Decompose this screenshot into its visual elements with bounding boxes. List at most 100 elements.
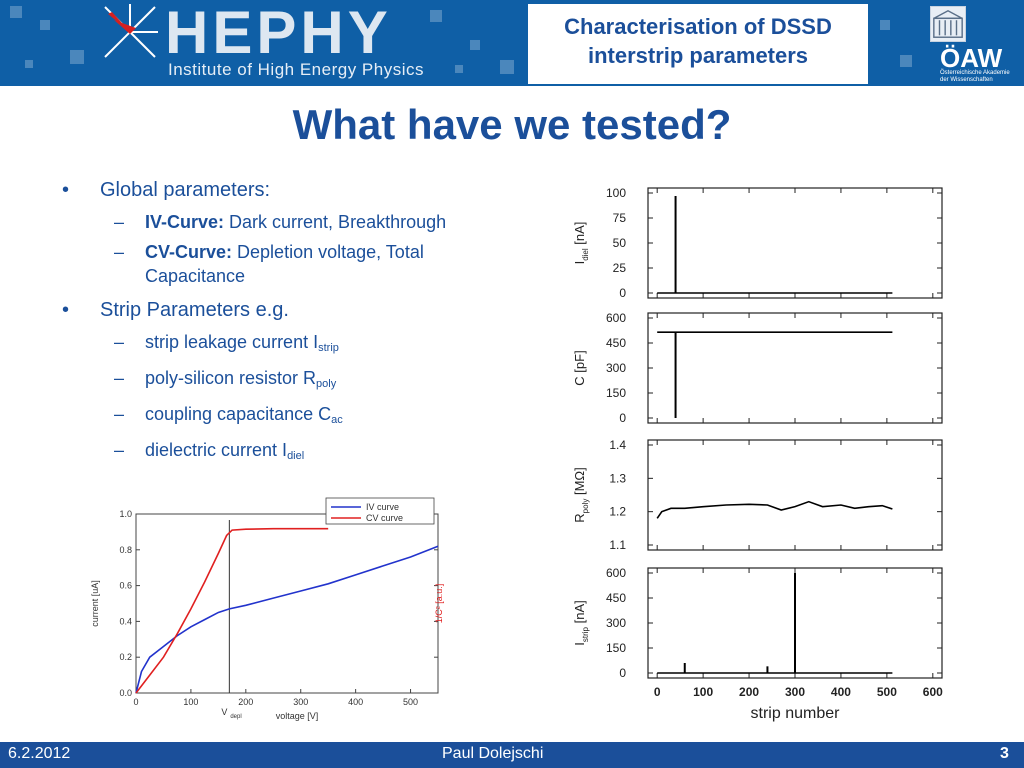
y-tick-label: 300 (606, 361, 626, 375)
bullet-cac-text: coupling capacitance C (145, 404, 332, 424)
bullet-cv-text: Depletion voltage, Total Capacitance (145, 242, 424, 286)
y-tick-label: 0.4 (119, 616, 132, 626)
footer-page-number: 3 (1000, 745, 1009, 762)
bullet-dot: • (62, 179, 70, 201)
iv-cv-chart: 0 100 200 300 400 500 0.0 0.2 0.4 0.6 0.8 1.0 V depl v… (90, 497, 444, 721)
y-tick-label: 1.2 (609, 505, 626, 519)
bullet-strip-text: Strip Parameters e.g. (100, 299, 289, 321)
y-tick-label: 150 (606, 386, 626, 400)
y-tick-label: 1.4 (609, 438, 626, 452)
panel-frame (647, 187, 943, 299)
y-tick-label: 0.2 (119, 652, 132, 662)
y-tick-label: 100 (606, 186, 626, 200)
bullet-cac: – coupling capacitance Cac (62, 402, 522, 432)
bullet-leakage: – strip leakage current Istrip (62, 330, 522, 360)
header-title-box (528, 4, 868, 84)
legend-box (325, 497, 435, 525)
bullet-dash: – (114, 212, 125, 232)
y-tick-label: 1.0 (119, 509, 132, 519)
footer-date: 6.2.2012 (8, 745, 71, 762)
bullet-leakage-sub: strip (318, 342, 339, 354)
hephy-logo-icon (100, 2, 160, 62)
bullet-dash: – (114, 332, 125, 352)
x-tick-label: 400 (831, 685, 851, 699)
y-tick-label: 0.6 (119, 581, 132, 591)
bullet-dash: – (114, 404, 125, 424)
y2-axis-label: 1/C² [a.u.] (434, 584, 444, 624)
hephy-logo-text: HEPHY (165, 0, 392, 66)
bullet-dash: – (114, 440, 125, 460)
y-tick-label: 25 (613, 261, 627, 275)
x-axis-label: strip number (751, 705, 841, 722)
panel-frame (647, 312, 943, 424)
x-tick-label: 200 (739, 685, 759, 699)
oaw-logo-subtitle: Österreichische Akademie der Wissenschaf… (940, 70, 1010, 83)
footer-bar: 6.2.2012 Paul Dolejschi 3 (0, 742, 1024, 768)
y-tick-label: 0 (619, 286, 626, 300)
y-tick-label: 300 (606, 616, 626, 630)
y-tick-label: 0 (619, 666, 626, 680)
bullet-iv-label: IV-Curve: (145, 212, 225, 232)
x-tick-label: 200 (238, 697, 253, 707)
panel-y-label: C [pF] (572, 350, 587, 385)
x-tick-label: 0 (133, 697, 138, 707)
x-tick-label: 500 (403, 697, 418, 707)
y-tick-label: 600 (606, 566, 626, 580)
bullet-dot: • (62, 299, 70, 321)
bullet-cv: – CV-Curve: Depletion voltage, Total Capa… (62, 240, 522, 288)
slide-title: What have we tested? (292, 101, 732, 148)
x-axis-label: voltage [V] (276, 711, 319, 721)
bullet-diel-sub: diel (287, 450, 305, 462)
y-axis-label: current [uA] (90, 580, 100, 627)
bullet-poly: – poly-silicon resistor Rpoly (62, 366, 522, 396)
bullet-diel-text: dielectric current I (145, 440, 288, 460)
panel-y-label: Rpoly [MΩ] (572, 467, 590, 522)
series-line-iv (135, 545, 439, 694)
header-title: Characterisation of DSSD interstrip para… (528, 12, 868, 70)
y-tick-label: 150 (606, 641, 626, 655)
bullet-list: • Global parameters: – IV-Curve: Dark curr… (62, 178, 522, 474)
bullet-cac-sub: ac (331, 414, 343, 426)
bullet-global-text: Global parameters: (100, 179, 271, 201)
x-tick-label: 300 (293, 697, 308, 707)
header-banner: HEPHY Institute of High Energy Physics (0, 0, 1024, 86)
bullet-dash: – (114, 368, 125, 388)
x-tick-label: 100 (693, 685, 713, 699)
bullet-poly-text: poly-silicon resistor R (145, 368, 317, 388)
panel-frame (647, 439, 943, 551)
footer-author: Paul Dolejschi (442, 745, 544, 762)
y-tick-label: 0.0 (119, 688, 132, 698)
y-tick-label: 1.1 (609, 538, 626, 552)
header-title-line1: Characterisation of DSSD (564, 14, 832, 39)
legend-label: IV curve (366, 502, 399, 512)
bullet-poly-sub: poly (316, 378, 337, 390)
y-tick-label: 600 (606, 311, 626, 325)
bullet-leakage-text: strip leakage current I (145, 332, 319, 352)
x-tick-label: 500 (877, 685, 897, 699)
banner-pattern (10, 6, 912, 74)
y-tick-label: 450 (606, 336, 626, 350)
y-tick-label: 1.3 (609, 471, 626, 485)
x-tick-label: 600 (923, 685, 943, 699)
series-line-cv (135, 527, 329, 694)
panel-y-label: Idiel [nA] (572, 222, 590, 265)
panel-y-label: Istrip [nA] (572, 600, 590, 646)
oaw-logo-text: ÖAW (940, 43, 1003, 73)
strip-parameter-chart: 100 75 50 25 0 Idiel [nA] 600 450 300 150 0 C [pF] 1… (572, 186, 943, 722)
header-title-line2: interstrip parameters (587, 43, 809, 68)
building-icon (930, 6, 966, 42)
x-tick-label: 400 (348, 697, 363, 707)
y-tick-label: 450 (606, 591, 626, 605)
bullet-diel: – dielectric current Idiel (62, 438, 522, 468)
x-tick-label: 300 (785, 685, 805, 699)
x-tick-label: 0 (654, 685, 661, 699)
bullet-iv: – IV-Curve: Dark current, Breakthrough (62, 210, 522, 234)
bullet-global: • Global parameters: (62, 178, 522, 202)
bullet-cv-label: CV-Curve: (145, 242, 233, 262)
y-tick-label: 0 (619, 411, 626, 425)
y-tick-label: 50 (613, 236, 627, 250)
bullet-iv-text: Dark current, Breakthrough (224, 212, 447, 232)
plot-frame (135, 513, 439, 694)
vdepl-sub-label: depl (230, 714, 241, 720)
bullet-strip: • Strip Parameters e.g. (62, 298, 522, 322)
